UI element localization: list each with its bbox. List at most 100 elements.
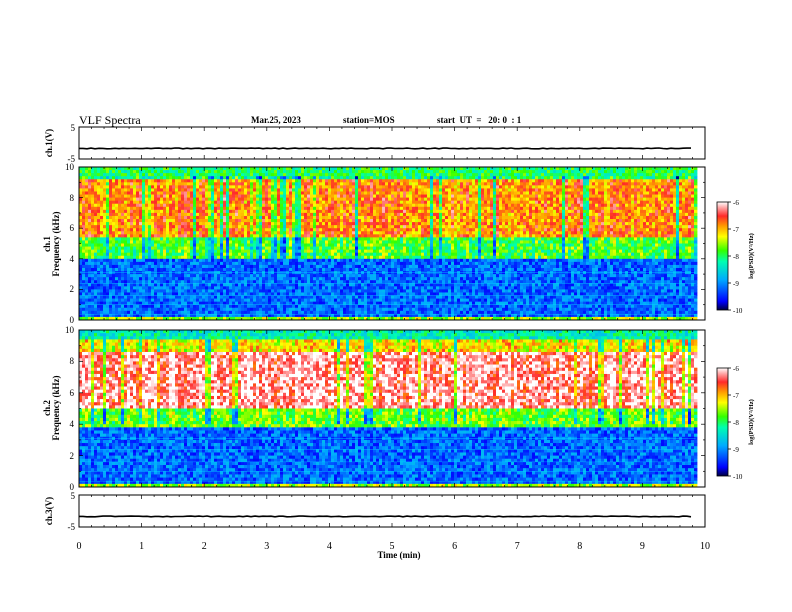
spectrogram-cell [247, 277, 251, 281]
spectrogram-cell [337, 209, 341, 214]
spectrogram-cell [241, 258, 245, 263]
spectrogram-cell [235, 225, 239, 229]
spectrogram-cell [286, 283, 290, 287]
spectrogram-cell [190, 225, 194, 229]
spectrogram-cell [82, 212, 86, 217]
spectrogram-cell [187, 283, 191, 287]
spectrogram-cell [169, 209, 173, 214]
spectrogram-cell [274, 313, 278, 318]
spectrogram-cell [208, 173, 212, 177]
spectrogram-cell [211, 234, 215, 238]
spectrogram-cell [274, 182, 278, 186]
spectrogram-cell [364, 274, 368, 278]
spectrogram-cell [247, 267, 251, 272]
spectrogram-cell [316, 234, 320, 238]
spectrogram-cell [352, 228, 356, 232]
spectrogram-cell [121, 231, 125, 235]
spectrogram-cell [340, 295, 344, 299]
spectrogram-cell [151, 209, 155, 214]
spectrogram-cell [277, 200, 281, 205]
spectrogram-cell [136, 234, 140, 238]
spectrogram-cell [310, 246, 314, 251]
spectrogram-cell [142, 219, 146, 223]
spectrogram-cell [265, 206, 269, 211]
spectrogram-cell [148, 292, 152, 296]
spectrogram-cell [145, 304, 149, 309]
spectrogram-cell [256, 316, 260, 321]
spectrogram-cell [355, 194, 359, 198]
spectrogram-cell [322, 215, 326, 220]
spectrogram-cell [208, 286, 212, 290]
spectrogram-cell [184, 298, 188, 303]
spectrogram-cell [100, 286, 104, 290]
spectrogram-cell [286, 307, 290, 312]
spectrogram-cell [241, 176, 245, 180]
spectrogram-cell [259, 267, 263, 272]
spectrogram-cell [352, 289, 356, 293]
spectrogram-cell [361, 228, 365, 232]
spectrogram-cell [250, 274, 254, 278]
spectrogram-cell [259, 252, 263, 257]
spectrogram-cell [289, 200, 293, 205]
spectrogram-cell [367, 274, 371, 278]
spectrogram-cell [370, 243, 374, 247]
spectrogram-cell [94, 264, 98, 269]
spectrogram-cell [85, 255, 89, 260]
spectrogram-cell [88, 310, 92, 315]
spectrogram-cell [157, 222, 161, 226]
spectrogram-cell [295, 194, 299, 198]
spectrogram-cell [211, 283, 215, 287]
spectrogram-cell [172, 286, 176, 290]
spectrogram-cell [178, 313, 182, 318]
spectrogram-cell [106, 167, 110, 171]
spectrogram-cell [298, 176, 302, 180]
spectrogram-cell [361, 289, 365, 293]
spectrogram-cell [145, 280, 149, 284]
spectrogram-cell [148, 240, 152, 244]
spectrogram-cell [328, 286, 332, 290]
spectrogram-cell [346, 255, 350, 260]
spectrogram-cell [121, 212, 125, 217]
spectrogram-cell [343, 289, 347, 293]
spectrogram-cell [82, 252, 86, 257]
spectrogram-cell [118, 200, 122, 205]
spectrogram-cell [355, 295, 359, 299]
spectrogram-cell [358, 212, 362, 217]
spectrogram-cell [253, 283, 257, 287]
spectrogram-cell [118, 185, 122, 189]
spectrogram-cell [325, 191, 329, 195]
spectrogram-cell [355, 261, 359, 266]
spectrogram-cell [358, 176, 362, 180]
spectrogram-cell [103, 194, 107, 198]
spectrogram-cell [118, 283, 122, 287]
spectrogram-cell [250, 310, 254, 315]
spectrogram-cell [160, 197, 164, 202]
spectrogram-cell [214, 194, 218, 198]
spectrogram-cell [166, 234, 170, 238]
spectrogram-cell [82, 307, 86, 312]
spectrogram-cell [127, 307, 131, 312]
spectrogram-cell [238, 246, 242, 251]
spectrogram-cell [112, 258, 116, 263]
spectrogram-cell [361, 292, 365, 296]
spectrogram-cell [361, 219, 365, 223]
spectrogram-cell [247, 307, 251, 312]
spectrogram-cell [295, 295, 299, 299]
spectrogram-cell [142, 304, 146, 309]
spectrogram-cell [91, 203, 95, 208]
spectrogram-cell [127, 280, 131, 284]
spectrogram-cell [193, 307, 197, 312]
spectrogram-cell [280, 173, 284, 177]
spectrogram-cell [202, 185, 206, 189]
spectrogram-cell [169, 252, 173, 257]
spectrogram-cell [88, 215, 92, 220]
spectrogram-cell [343, 231, 347, 235]
spectrogram-cell [295, 203, 299, 208]
spectrogram-cell [364, 197, 368, 202]
spectrogram-cell [259, 237, 263, 241]
spectrogram-cell [241, 252, 245, 257]
spectrogram-cell [133, 185, 137, 189]
spectrogram-cell [301, 307, 305, 312]
spectrogram-cell [277, 280, 281, 284]
spectrogram-cell [274, 307, 278, 312]
